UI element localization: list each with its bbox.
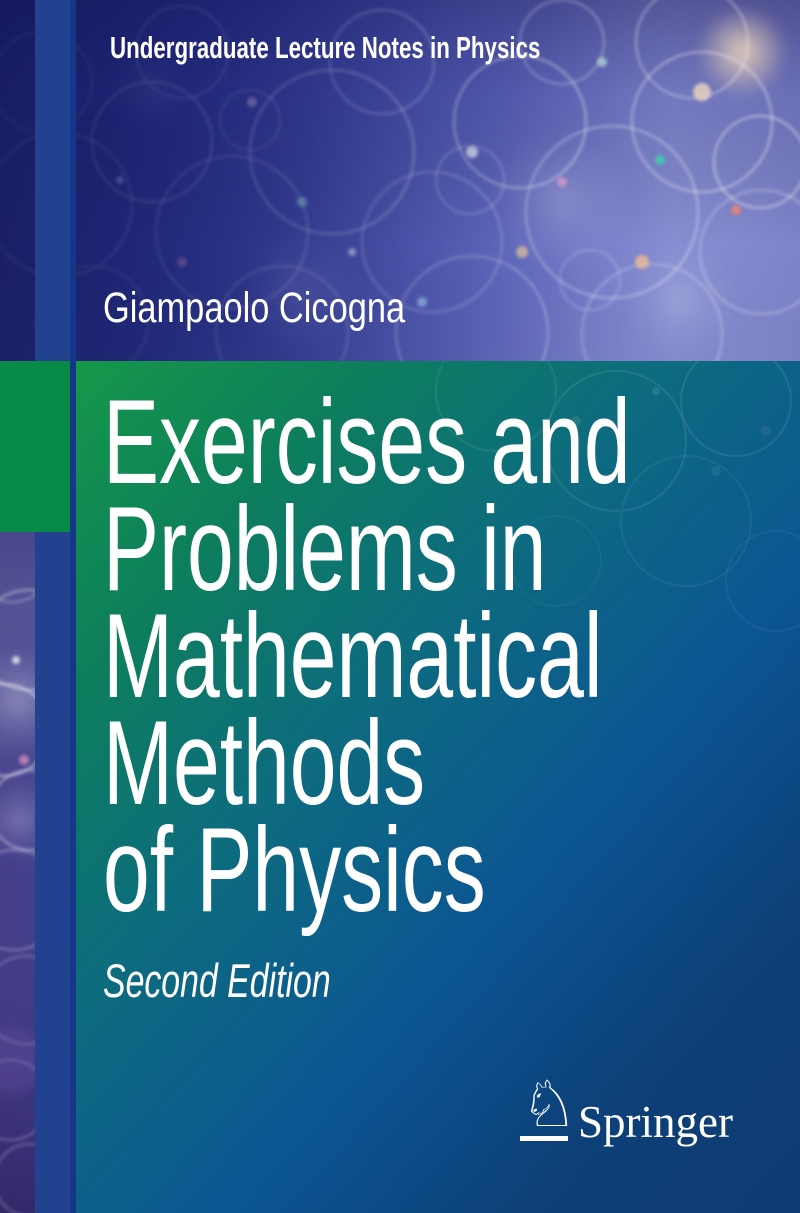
series-accent-square — [0, 361, 70, 532]
title-line: of Physics — [103, 803, 486, 937]
spine-separator-line — [70, 0, 76, 1213]
springer-horse-icon: ♘ — [520, 1068, 578, 1142]
edition-label: Second Edition — [103, 954, 331, 1007]
title-line: Methods — [103, 696, 426, 830]
publisher-name: Springer — [578, 1097, 733, 1147]
book-title: Exercises and Problems in Mathematical M… — [103, 375, 800, 937]
title-line: Mathematical — [103, 589, 603, 723]
springer-logo-bar — [520, 1136, 568, 1141]
header-tint-overlay — [0, 0, 800, 361]
series-title: Undergraduate Lecture Notes in Physics — [110, 30, 541, 65]
spine-column — [35, 0, 70, 1213]
panel-texture — [435, 361, 800, 632]
title-line: Exercises and — [103, 375, 631, 509]
author-name: Giampaolo Cicogna — [103, 284, 406, 332]
title-gradient-panel — [76, 361, 800, 1213]
title-line: Problems in — [103, 482, 547, 616]
